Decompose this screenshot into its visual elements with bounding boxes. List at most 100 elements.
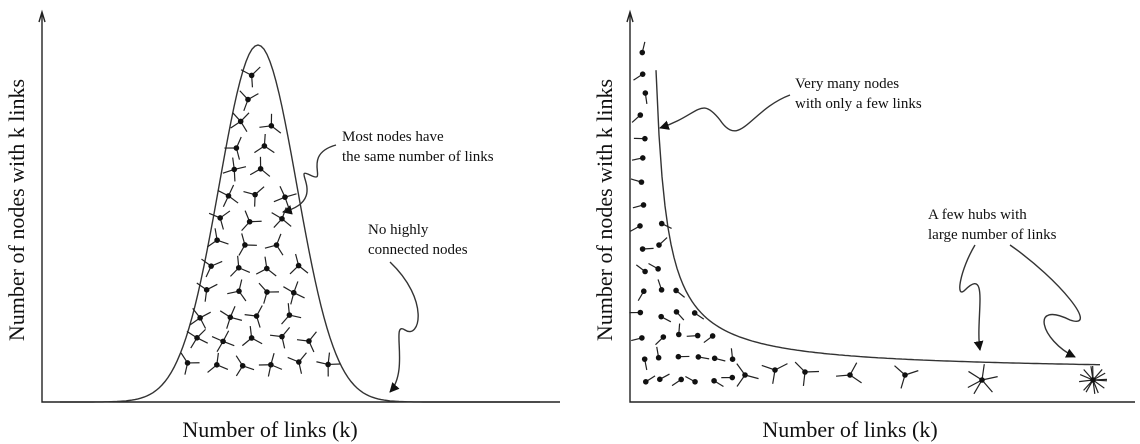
node — [695, 354, 702, 360]
node — [729, 356, 736, 363]
annotation: No highly — [368, 222, 429, 238]
node — [268, 361, 274, 368]
node — [279, 215, 285, 222]
network-nodes — [180, 41, 1108, 395]
node — [246, 218, 253, 225]
node — [639, 155, 646, 161]
right-y-arrow — [626, 9, 634, 23]
node — [642, 90, 649, 96]
annotation: Very many nodes — [795, 76, 899, 92]
annotation: Most nodes have — [342, 129, 444, 145]
node — [642, 135, 648, 142]
node — [656, 242, 662, 248]
node — [306, 338, 312, 344]
node — [257, 166, 264, 172]
node — [279, 333, 285, 340]
node — [639, 71, 646, 77]
node — [242, 242, 248, 248]
node — [640, 288, 647, 295]
node — [657, 376, 663, 383]
node — [658, 287, 665, 293]
node — [639, 246, 646, 252]
node — [217, 215, 223, 221]
node — [637, 223, 643, 229]
node — [220, 338, 226, 345]
node — [208, 263, 214, 269]
node — [268, 123, 275, 129]
node — [235, 264, 242, 271]
node — [673, 309, 680, 315]
node — [638, 179, 645, 185]
node — [282, 194, 288, 200]
node — [214, 237, 220, 243]
node — [660, 334, 667, 340]
node — [248, 335, 255, 341]
annotation: connected nodes — [368, 242, 468, 258]
node — [655, 266, 661, 272]
node — [802, 369, 808, 375]
node — [286, 312, 293, 318]
callout-arrow — [1009, 244, 1082, 358]
node — [675, 331, 682, 338]
x-axis-label: Number of links (k) — [762, 417, 937, 442]
node — [729, 374, 736, 381]
node — [231, 166, 238, 173]
node — [637, 309, 644, 316]
node — [261, 143, 268, 149]
node — [264, 289, 270, 295]
x-axis-label: Number of links (k) — [182, 417, 357, 442]
node — [641, 356, 648, 362]
node — [694, 332, 701, 339]
annotation: large number of links — [928, 227, 1057, 243]
node — [642, 268, 648, 275]
node — [658, 220, 665, 227]
node — [639, 49, 646, 56]
annotation: with only a few links — [795, 96, 922, 112]
power-law-curve — [655, 70, 1100, 366]
node — [184, 360, 191, 366]
node — [296, 359, 302, 365]
node — [214, 362, 220, 368]
node — [902, 372, 908, 378]
node — [639, 335, 645, 341]
node — [248, 72, 255, 79]
node — [692, 378, 698, 385]
callout-arrow — [389, 261, 419, 393]
node — [236, 288, 242, 294]
node — [239, 362, 246, 369]
callout-arrow — [959, 244, 984, 351]
node — [295, 262, 302, 269]
node — [711, 355, 718, 362]
node — [673, 287, 679, 294]
node — [711, 377, 717, 384]
node — [264, 265, 270, 272]
node — [678, 376, 685, 383]
node — [640, 202, 647, 208]
node — [979, 377, 985, 383]
node — [1090, 377, 1096, 383]
node — [847, 372, 853, 378]
y-axis-label: Number of nodes with k links — [592, 79, 617, 341]
node — [772, 367, 778, 373]
right-axes — [629, 14, 1135, 403]
callout-arrow — [282, 144, 337, 215]
node — [252, 191, 258, 198]
annotation: A few hubs with — [928, 207, 1027, 223]
node — [194, 335, 200, 341]
node — [203, 287, 210, 293]
node — [691, 310, 698, 316]
node — [325, 361, 331, 368]
bell-curve — [60, 44, 540, 403]
node — [642, 378, 649, 385]
node — [225, 193, 232, 199]
node — [637, 112, 644, 118]
node — [245, 96, 251, 103]
node — [655, 354, 662, 361]
node — [742, 372, 748, 378]
left-axes — [41, 14, 560, 403]
annotation: the same number of links — [342, 149, 494, 165]
left-y-arrow — [38, 9, 46, 23]
y-axis-label: Number of nodes with k links — [4, 79, 29, 341]
node — [233, 145, 240, 151]
